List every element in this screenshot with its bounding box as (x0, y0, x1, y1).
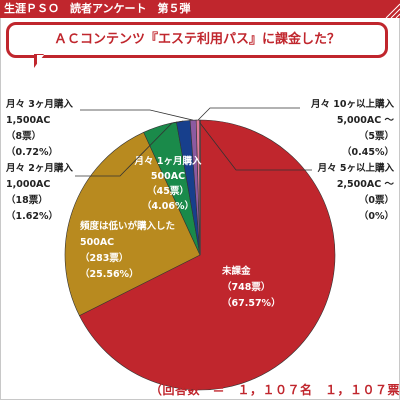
leader-line-five_month (199, 120, 312, 171)
pie-slice-unpaid (78, 119, 336, 391)
leader-line-ten_month (197, 107, 300, 121)
slice-label-unpaid: 未課金（748票）（67.57%） (221, 265, 281, 309)
leader-line-three_month (80, 109, 194, 121)
header-band: 生涯ＰＳＯ 読者アンケート 第５弾 (0, 0, 400, 18)
slice-label-one_month: 月々 1ヶ月購入 500AC （45票）（4.06%） (134, 155, 202, 212)
question-text: ＡＣコンテンツ『エステ利用パス』に課金した？ (53, 32, 340, 47)
slice-label-five_month: 月々 5ヶ以上購入 2,500AC ～（0票）（0%） (317, 162, 395, 222)
slice-label-three_month: 月々 3ヶ月購入 1,500AC （8票）（0.72%） (5, 98, 73, 158)
slice-label-ten_month: 月々 10ヶ以上購入 5,000AC ～（5票）（0.45%） (310, 98, 395, 158)
question-box: ＡＣコンテンツ『エステ利用パス』に課金した？ (6, 22, 388, 58)
slice-label-two_month: 月々 2ヶ月購入 1,000AC （18票）（1.62%） (5, 162, 73, 222)
leader-line-two_month (75, 120, 184, 177)
slice-label-low_freq: 頻度は低いが購入した 500AC （283票）（25.56%） (80, 220, 175, 280)
corner-decoration (385, 3, 400, 18)
answer-count: （回答数 ＝ １，１０７名 １，１０７票） (150, 383, 400, 397)
header-title: 生涯ＰＳＯ 読者アンケート 第５弾 (4, 2, 191, 15)
bubble-tail-inner (37, 55, 44, 64)
pie-slice-low_freq (64, 131, 201, 317)
